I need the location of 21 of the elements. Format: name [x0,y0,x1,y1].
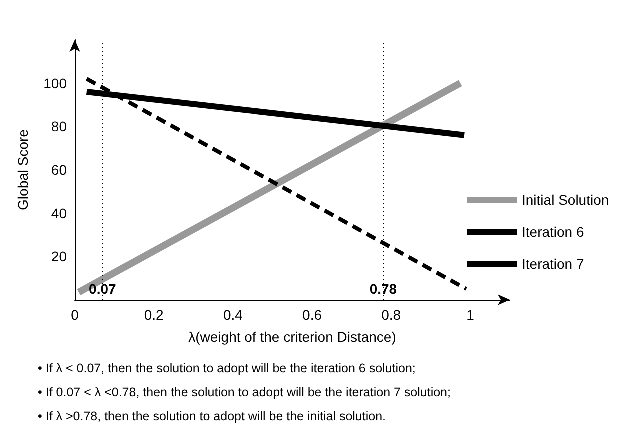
x-tick-label: 0 [71,307,80,323]
legend-label: Iteration 7 [522,256,584,272]
text: • If λ < 0.07, then the solution to adopt will be the iteration 6 solution; [38,362,416,376]
text: • If λ >0.78, then the solution to adopt will be the initial solution. [38,410,386,424]
legend-label: Initial Solution [522,192,610,208]
y-axis-title: Global Score [15,129,31,210]
ref-line-label: 0.78 [370,281,398,297]
x-axis-title: λ(weight of the criterion Distance) [188,329,396,345]
y-tick-label: 20 [51,248,68,265]
y-tick-label: 100 [44,75,68,92]
legend-label: Iteration 6 [522,224,584,240]
x-tick-label: 0.2 [144,307,164,323]
ref-line-label: 0.07 [89,281,117,297]
text: • If 0.07 < λ <0.78, then the solution to adopt will be the iteration 7 solution; [38,386,451,400]
y-tick-label: 60 [51,162,68,178]
y-tick-label: 40 [51,205,68,222]
x-tick-label: 0.6 [302,307,322,323]
y-tick-label: 80 [51,118,68,135]
x-tick-label: 0.4 [223,307,244,323]
x-tick-label: 0.8 [382,307,402,323]
x-tick-label: 1 [466,307,475,323]
